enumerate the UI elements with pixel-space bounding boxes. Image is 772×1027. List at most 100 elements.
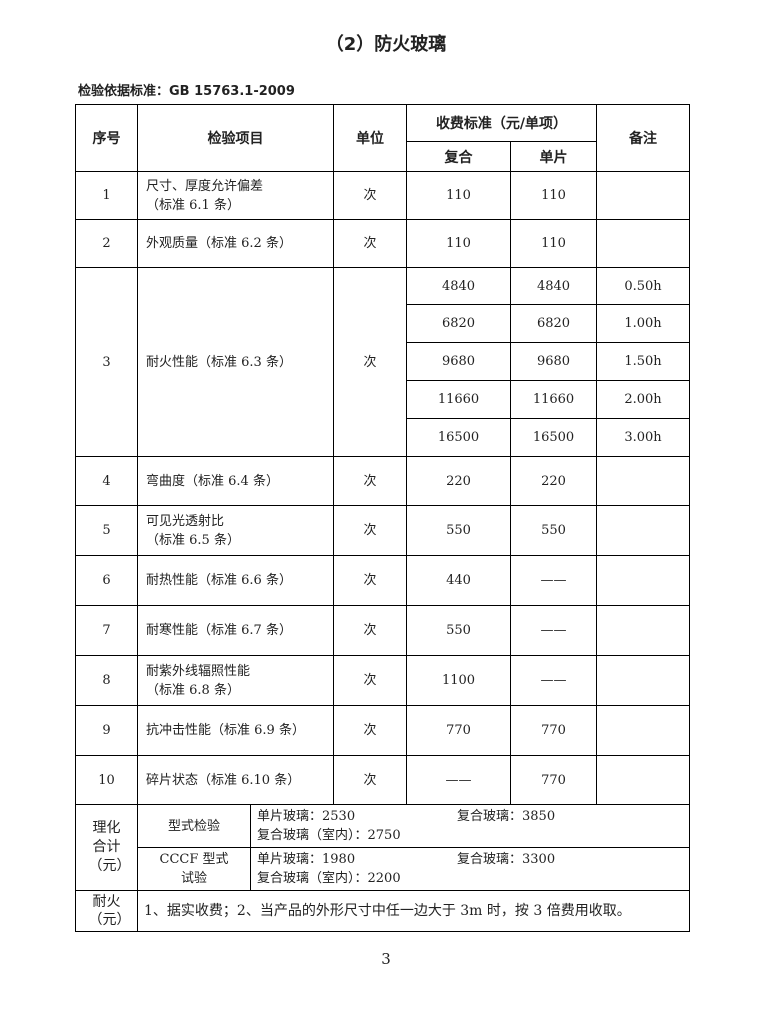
table-row: 2 外观质量（标准 6.2 条）次 110 110 <box>75 219 690 268</box>
inspection-item: 尺寸、厚度允许偏差 （标准 6.1 条） <box>137 171 334 220</box>
fire-note: 1、据实收费；2、当产品的外形尺寸中任一边大于 3m 时，按 3 倍费用收取。 <box>137 890 690 932</box>
item-line: 抗冲击性能（标准 6.9 条） <box>146 723 305 738</box>
header-no: 序号 <box>75 104 138 172</box>
single-fee: 770 <box>510 755 597 805</box>
summary-values: 单片玻璃：1980 复合玻璃：3300 复合玻璃（室内）：2200 <box>250 847 690 891</box>
item-line: 外观质量（标准 6.2 条） <box>146 236 292 251</box>
composite-total: 复合玻璃：3850 <box>457 809 556 824</box>
single-fee: 220 <box>510 456 597 506</box>
unit: 次 <box>333 505 407 556</box>
item-line: 弯曲度（标准 6.4 条） <box>146 473 279 489</box>
table-row: 3 耐火性能（标准 6.3 条）次 4840 4840 0.50h <box>75 267 690 457</box>
table-row: 1 尺寸、厚度允许偏差 （标准 6.1 条）次 110 110 <box>75 171 690 220</box>
header-fee: 收费标准（元/单项） <box>406 104 597 142</box>
unit: 次 <box>333 219 407 268</box>
table-row: 6 耐热性能（标准 6.6 条） 次 440 —— <box>75 555 690 606</box>
item-line: 耐紫外线辐照性能 <box>146 663 251 679</box>
inspection-item: 外观质量（标准 6.2 条） <box>137 219 334 268</box>
composite-fee: 440 <box>406 555 511 606</box>
single-fee: 550 <box>510 505 597 556</box>
unit: 次 <box>333 555 407 606</box>
single-fee: 6820 <box>510 304 597 343</box>
header-note: 备注 <box>596 104 690 172</box>
item-line: 可见光透射比 <box>146 513 225 529</box>
composite-fee: 550 <box>406 605 511 656</box>
note <box>596 605 690 656</box>
page-number: 3 <box>381 950 391 968</box>
inspection-item: 抗冲击性能（标准 6.9 条） <box>137 705 334 756</box>
composite-fee: 4840 <box>406 267 511 305</box>
single-fee: —— <box>510 605 597 656</box>
standard-reference: 检验依据标准：GB 15763.1-2009 <box>78 84 295 99</box>
header-composite: 复合 <box>406 141 511 172</box>
indoor-total: 复合玻璃（室内）：2200 <box>257 871 401 886</box>
table-row: 4 弯曲度（标准 6.4 条）次 220 220 <box>75 456 690 506</box>
summary-values: 单片玻璃：2530 复合玻璃：3850 复合玻璃（室内）：2750 <box>250 804 690 848</box>
item-line: 尺寸、厚度允许偏差 <box>146 178 264 194</box>
row-number: 9 <box>75 705 138 756</box>
note <box>596 705 690 756</box>
single-fee: 4840 <box>510 267 597 305</box>
single-fee: —— <box>510 555 597 606</box>
note: 3.00h <box>596 418 690 457</box>
unit: 次 <box>333 755 407 805</box>
row-number: 1 <box>75 171 138 220</box>
single-fee: 110 <box>510 219 597 268</box>
item-line: （标准 6.8 条） <box>146 682 240 698</box>
summary-type: 型式检验 <box>137 804 251 848</box>
single-fee: 770 <box>510 705 597 756</box>
composite-fee: —— <box>406 755 511 805</box>
table-row: 16500 16500 3.00h <box>76 418 690 457</box>
item-line: 耐寒性能（标准 6.7 条） <box>146 623 292 638</box>
note <box>596 755 690 805</box>
table-row: 7 耐寒性能（标准 6.7 条） 次 550 —— <box>75 605 690 656</box>
row-number: 8 <box>75 655 138 706</box>
indoor-total: 复合玻璃（室内）：2750 <box>257 828 401 843</box>
inspection-item: 弯曲度（标准 6.4 条） <box>137 456 334 506</box>
note <box>596 171 690 220</box>
single-fee: 11660 <box>510 380 597 419</box>
inspection-item: 碎片状态（标准 6.10 条） <box>137 755 334 805</box>
table-row: 5 可见光透射比 （标准 6.5 条）次 550 550 <box>75 505 690 556</box>
single-fee: 110 <box>510 171 597 220</box>
table-row: 10 碎片状态（标准 6.10 条） 次 —— 770 <box>75 755 690 805</box>
header-unit: 单位 <box>333 104 407 172</box>
note <box>596 505 690 556</box>
composite-fee: 110 <box>406 171 511 220</box>
single-fee: —— <box>510 655 597 706</box>
composite-fee: 220 <box>406 456 511 506</box>
unit: 次 <box>333 171 407 220</box>
note: 0.50h <box>596 267 690 305</box>
composite-fee: 6820 <box>406 304 511 343</box>
item-line: （标准 6.5 条） <box>146 532 240 548</box>
note <box>596 555 690 606</box>
composite-fee: 770 <box>406 705 511 756</box>
item-line: （标准 6.1 条） <box>146 197 240 213</box>
table-row: 6820 6820 1.00h <box>76 304 690 343</box>
unit: 次 <box>333 655 407 706</box>
single-fee: 16500 <box>510 418 597 457</box>
item-line: 碎片状态（标准 6.10 条） <box>146 772 301 788</box>
unit: 次 <box>333 605 407 656</box>
unit: 次 <box>333 267 407 457</box>
note <box>596 219 690 268</box>
single-fee: 9680 <box>510 342 597 381</box>
note <box>596 655 690 706</box>
section-title: （2）防火玻璃 <box>325 34 447 55</box>
single-total: 单片玻璃：2530 <box>257 809 356 824</box>
note: 2.00h <box>596 380 690 419</box>
note: 1.00h <box>596 304 690 343</box>
inspection-item: 耐热性能（标准 6.6 条） <box>137 555 334 606</box>
unit: 次 <box>333 456 407 506</box>
table-row: 9680 9680 1.50h <box>76 342 690 381</box>
inspection-item: 可见光透射比 （标准 6.5 条） <box>137 505 334 556</box>
row-number: 3 <box>75 267 138 457</box>
summary-label-text: 理化合计（元） <box>88 820 131 874</box>
composite-fee: 9680 <box>406 342 511 381</box>
row-number: 5 <box>75 505 138 556</box>
unit: 次 <box>333 705 407 756</box>
table-row: 9 抗冲击性能（标准 6.9 条）次 770 770 <box>75 705 690 756</box>
summary-type-text: CCCF 型式试验 <box>159 852 229 886</box>
summary-label: 理化合计（元） <box>75 804 138 891</box>
fire-label: 耐火（元） <box>75 890 138 932</box>
